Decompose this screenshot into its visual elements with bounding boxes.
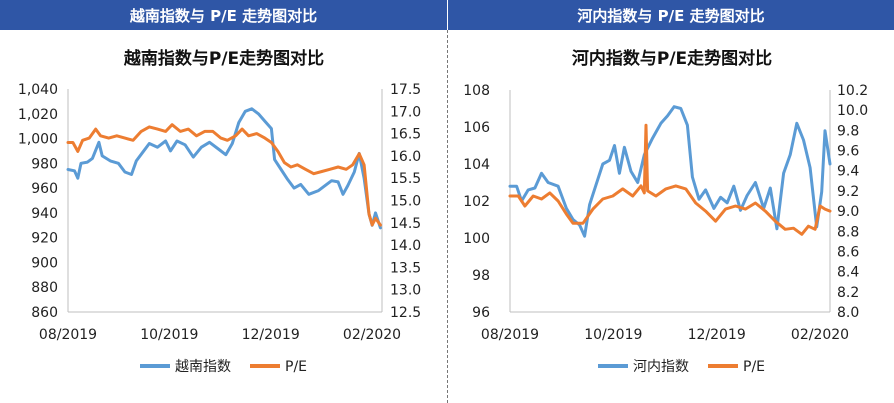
- y-right-tick-label: 15.0: [390, 194, 421, 210]
- y-right-tick-label: 8.6: [837, 244, 859, 260]
- y-right-tick-label: 12.5: [390, 305, 421, 321]
- y-left-tick-label: 940: [31, 206, 58, 222]
- panel-header: 河内指数与 P/E 走势图对比: [448, 0, 894, 30]
- y-right-tick-label: 9.8: [837, 123, 859, 139]
- x-tick-label: 08/2019: [481, 327, 539, 343]
- panel-header: 越南指数与 P/E 走势图对比: [0, 0, 447, 30]
- y-right-tick-label: 14.0: [390, 238, 421, 254]
- legend-label: P/E: [743, 359, 765, 375]
- y-right-tick-label: 10.0: [837, 103, 868, 119]
- y-right-tick-label: 9.2: [837, 184, 859, 200]
- y-left-tick-label: 104: [463, 157, 490, 173]
- legend-label: P/E: [285, 359, 307, 375]
- series-line-index: [66, 107, 382, 230]
- y-right-tick-label: 8.2: [837, 285, 859, 301]
- y-right-tick-label: 16.5: [390, 127, 421, 143]
- series-line-pe: [508, 123, 832, 236]
- chart-vn-index: 越南指数与P/E走势图对比 860 880 900 920 940 960 980 1,000 1…: [18, 48, 421, 375]
- x-tick-label: 10/2019: [140, 327, 198, 343]
- panel-divider: [447, 30, 448, 403]
- legend-label: 河内指数: [633, 359, 689, 375]
- y-left-tick-label: 900: [31, 255, 58, 271]
- y-right-tick-label: 13.5: [390, 260, 421, 276]
- chart-hnx-index: 河内指数与P/E走势图对比 96 98 100 102 104 106 108 8.0 8.2 8.…: [463, 48, 868, 375]
- y-right-tick-label: 15.5: [390, 171, 421, 187]
- y-right-tick-label: 9.4: [837, 164, 859, 180]
- y-left-tick-label: 960: [31, 181, 58, 197]
- y-left-tick-label: 920: [31, 231, 58, 247]
- y-right-tick-label: 8.4: [837, 265, 859, 281]
- x-tick-label: 02/2020: [791, 327, 849, 343]
- y-left-tick-label: 860: [31, 305, 58, 321]
- y-right-tick-label: 8.8: [837, 224, 859, 240]
- y-left-tick-label: 108: [463, 83, 490, 99]
- y-right-tick-label: 9.0: [837, 204, 859, 220]
- y-right-tick-label: 14.5: [390, 216, 421, 232]
- y-left-tick-label: 100: [463, 231, 490, 247]
- chart-title: 越南指数与P/E走势图对比: [123, 48, 324, 69]
- y-right-tick-label: 9.6: [837, 144, 859, 160]
- y-left-tick-label: 1,020: [18, 107, 58, 123]
- y-left-tick-label: 98: [472, 268, 490, 284]
- y-right-tick-label: 17.5: [390, 82, 421, 98]
- y-right-tick-label: 13.0: [390, 283, 421, 299]
- x-tick-label: 02/2020: [343, 327, 401, 343]
- x-tick-label: 12/2019: [688, 327, 746, 343]
- y-right-tick-label: 17.0: [390, 104, 421, 120]
- y-left-tick-label: 880: [31, 280, 58, 296]
- chart-title: 河内指数与P/E走势图对比: [572, 48, 772, 69]
- chart-panel-vn-index: 越南指数与 P/E 走势图对比 越南指数与P/E走势图对比 860 880 900 92…: [0, 0, 447, 375]
- y-right-tick-label: 16.0: [390, 149, 421, 165]
- y-left-tick-label: 102: [463, 194, 490, 210]
- y-left-tick-label: 106: [463, 120, 490, 136]
- chart-panel-hnx-index: 河内指数与 P/E 走势图对比 河内指数与P/E走势图对比 96 98 100 102 1…: [448, 0, 894, 403]
- x-tick-label: 12/2019: [242, 327, 300, 343]
- series-line-pe: [66, 123, 382, 227]
- y-left-tick-label: 96: [472, 305, 490, 321]
- y-left-tick-label: 980: [31, 156, 58, 172]
- y-left-tick-label: 1,000: [18, 132, 58, 148]
- y-right-tick-label: 8.0: [837, 305, 859, 321]
- legend-label: 越南指数: [175, 359, 231, 375]
- y-left-tick-label: 1,040: [18, 82, 58, 98]
- y-right-tick-label: 10.2: [837, 83, 868, 99]
- x-tick-label: 08/2019: [39, 327, 97, 343]
- series-line-index: [508, 105, 832, 238]
- x-tick-label: 10/2019: [584, 327, 642, 343]
